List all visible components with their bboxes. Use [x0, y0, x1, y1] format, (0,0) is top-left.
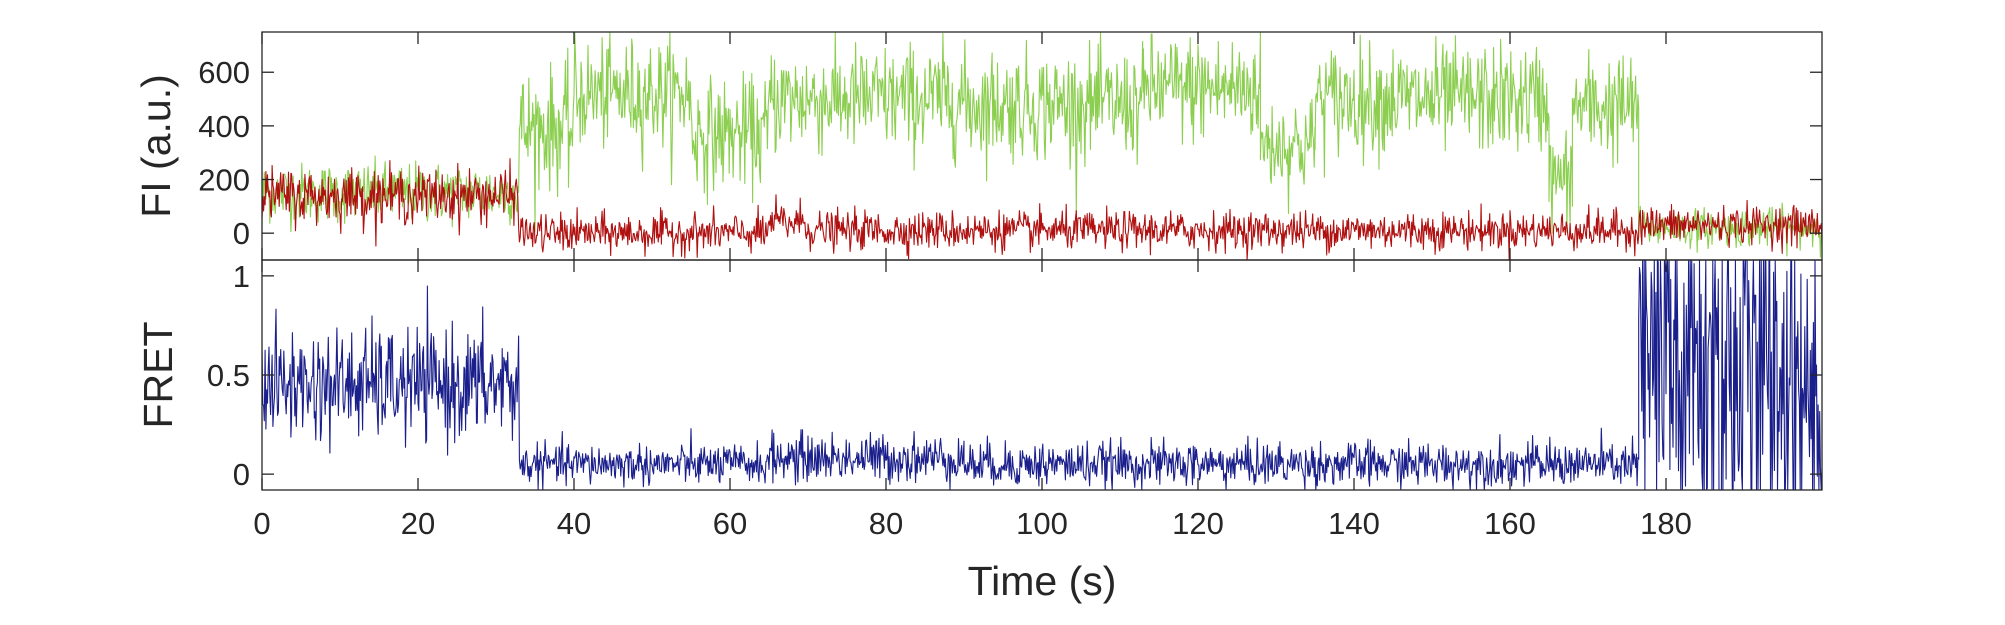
- acceptor-trace: [262, 159, 1822, 260]
- fret-y-label: FRET: [135, 321, 181, 428]
- x-tick-label: 140: [1328, 506, 1380, 541]
- fluorescence-traces: [262, 32, 1822, 260]
- fluorescence-y-label: FI (a.u.): [133, 74, 179, 218]
- time-x-label: Time (s): [968, 558, 1117, 604]
- x-tick-label: 40: [557, 506, 591, 541]
- x-tick-label: 120: [1172, 506, 1224, 541]
- x-tick-label: 80: [869, 506, 903, 541]
- y-tick-label: 600: [198, 55, 250, 90]
- y-tick-label: 400: [198, 109, 250, 144]
- y-tick-label: 0.5: [207, 358, 250, 393]
- fret-trace: [262, 260, 1822, 490]
- fluorescence-panel: 0 200 400 600 FI (a.u.): [133, 32, 1822, 260]
- x-tick-label: 60: [713, 506, 747, 541]
- fret-panel: 0 0.5 1 0 20 40 60 80 100 120 140 160 180 FRET Time …: [135, 259, 1822, 604]
- x-tick-label: 20: [401, 506, 435, 541]
- x-tick-label: 180: [1640, 506, 1692, 541]
- y-tick-label: 1: [233, 259, 250, 294]
- y-tick-label: 200: [198, 163, 250, 198]
- y-tick-label: 0: [233, 216, 250, 251]
- y-tick-label: 0: [233, 457, 250, 492]
- x-tick-label: 160: [1484, 506, 1536, 541]
- x-tick-label: 100: [1016, 506, 1068, 541]
- fret-traces: [262, 260, 1822, 490]
- fluorescence-ticks: 0 200 400 600: [198, 32, 1822, 260]
- x-tick-label: 0: [253, 506, 270, 541]
